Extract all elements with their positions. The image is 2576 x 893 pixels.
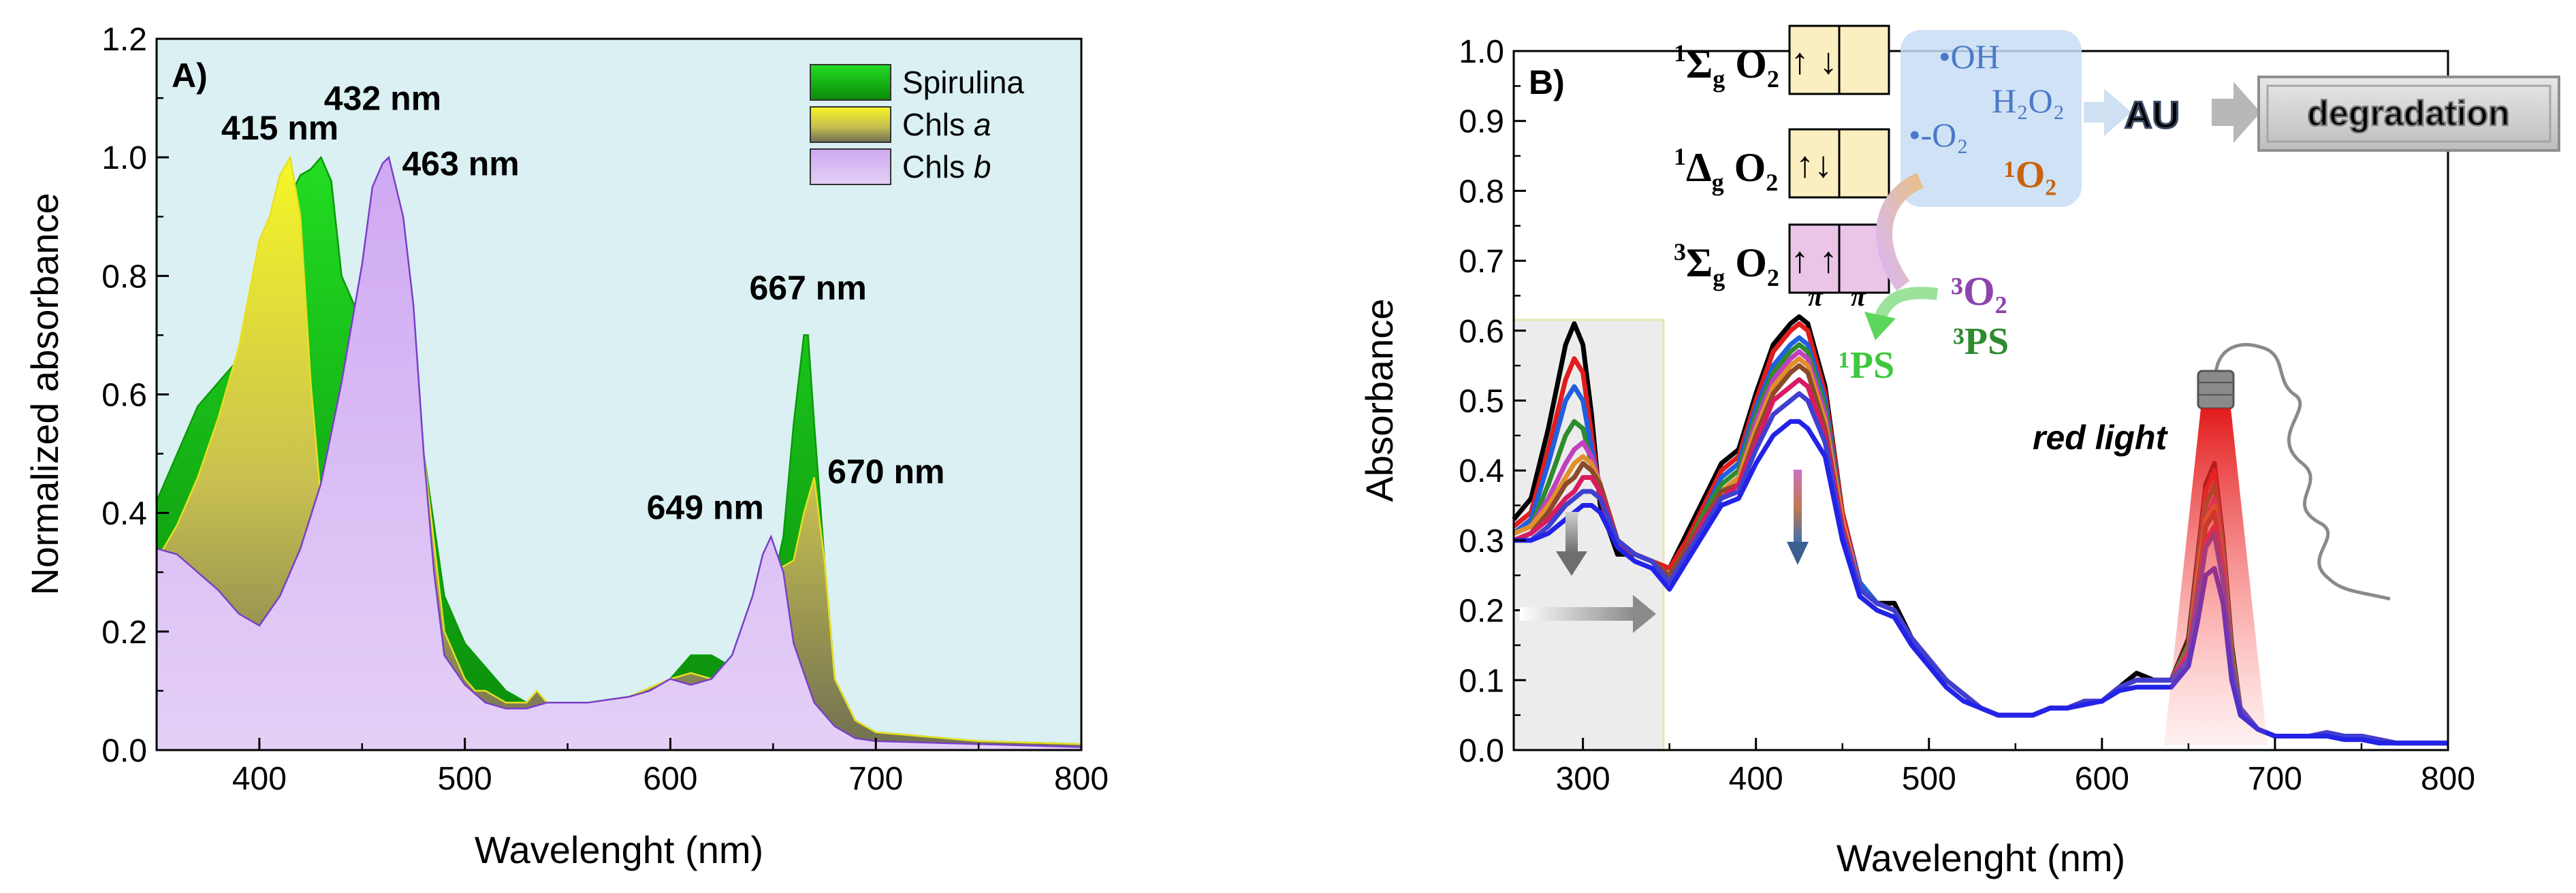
spectrum-line [1514, 419, 2448, 746]
lamp-cable [2214, 342, 2391, 601]
legend-label: Chls a [902, 107, 991, 142]
legend: Spirulina Chls a Chls b [810, 64, 1024, 185]
triplet-oxygen-label: ³O₂ [1951, 269, 2007, 314]
peak-label: 463 nm [402, 144, 519, 182]
y-tick-label: 0.3 [1459, 523, 1504, 559]
x-tick-label: 300 [1556, 761, 1610, 797]
y-tick-label: 0.4 [1459, 453, 1504, 489]
arrow-down-soret-shaft [1794, 470, 1802, 545]
y-tick-label: 0.8 [101, 259, 147, 295]
y-tick-label: 0.1 [1459, 663, 1504, 699]
area-series-group [155, 155, 1083, 751]
arrow-right-uv-head [1633, 595, 1656, 633]
ps-ground-label: ¹PS [1839, 344, 1894, 387]
y-tick-label: 0.2 [101, 615, 147, 651]
y-tick-label: 0.0 [101, 733, 147, 769]
legend-swatch [810, 106, 891, 143]
y-tick-label: 1.0 [101, 140, 147, 176]
arrow-to-au [2084, 88, 2131, 136]
orbital-label-2: π [1851, 281, 1866, 312]
peak-label: 432 nm [324, 80, 441, 118]
electron-spin-arrows: ↑ ↑ [1790, 240, 1837, 280]
legend-swatch [810, 148, 891, 185]
ros-superoxide: •-O₂ [1909, 116, 1969, 154]
red-light-lamp: red light [2033, 342, 2391, 745]
x-tick-label: 800 [1054, 761, 1109, 797]
peak-label: 670 nm [827, 453, 944, 491]
oxygen-state-label: 3Σg O2 [1674, 238, 1779, 291]
y-tick-label: 0.6 [101, 378, 147, 414]
ros-box [1901, 30, 2082, 207]
y-axis-ticks: 0.0 0.1 0.2 0.3 0.4 0.5 0.6 0.7 0.8 0.9 1.0 [1459, 34, 1526, 769]
y-tick-label: 1.0 [1459, 34, 1504, 70]
ros-peroxide: H₂O₂ [1992, 82, 2065, 120]
panel-label-a: A) [172, 56, 208, 95]
peak-label: 667 nm [749, 269, 866, 307]
line-series-group [1512, 314, 2448, 746]
y-tick-label: 0.7 [1459, 244, 1504, 280]
x-tick-label: 700 [2248, 761, 2302, 797]
x-axis-ticks: 300 400 500 600 700 800 [1556, 738, 2475, 797]
x-axis-title: Wavelenght (nm) [1836, 837, 2125, 879]
arrow-to-degradation [2212, 82, 2261, 143]
absorbance-decrease-arrows [1520, 470, 1809, 633]
arrow-down-soret-head [1787, 542, 1809, 565]
red-light-label: red light [2033, 419, 2169, 457]
lamp-body [2197, 370, 2235, 410]
y-axis-ticks: 0.0 0.2 0.4 0.6 0.8 1.0 1.2 [101, 22, 169, 769]
ros-singlet-oxygen: ¹O₂ [2004, 154, 2056, 196]
intersystem-curve [1873, 287, 1939, 323]
x-tick-label: 700 [848, 761, 903, 797]
peak-label: 649 nm [647, 488, 764, 526]
y-axis-title: Normalized absorbance [23, 193, 66, 595]
panel-b: 0.0 0.1 0.2 0.3 0.4 0.5 0.6 0.7 0.8 0.9 1.0 300 400… [1358, 25, 2560, 879]
x-axis-ticks: 400 500 600 700 800 [155, 738, 1109, 797]
arrow-right-uv-shaft [1520, 607, 1636, 621]
oxygen-states: 1Σg O2 ↑ ↓ 1Δg O2 ↑↓ 3Σg O2 ↑ ↑ [1674, 25, 1890, 294]
au-label: AU [2125, 93, 2180, 136]
arrow-down-uv-head [1556, 551, 1587, 576]
orbital-label-1: π [1808, 281, 1824, 312]
degradation-box [2257, 76, 2560, 152]
ps-triplet-label: ³PS [1953, 321, 2009, 363]
x-tick-label: 800 [2421, 761, 2475, 797]
oxygen-state-inset: 1Σg O2 ↑ ↓1Δg O2 ↑↓3Σg O2 ↑ ↑ π π •OH H₂O₂ … [1674, 25, 2560, 387]
y-tick-label: 0.9 [1459, 104, 1504, 140]
red-light-beam [2164, 408, 2268, 745]
y-tick-label: 0.4 [101, 496, 147, 532]
y-tick-label: 0.8 [1459, 174, 1504, 210]
y-axis-title: Absorbance [1358, 299, 1401, 502]
ros-hydroxyl: •OH [1939, 37, 2000, 76]
x-tick-label: 400 [1729, 761, 1783, 797]
y-tick-label: 1.2 [101, 22, 147, 58]
x-tick-label: 400 [232, 761, 287, 797]
x-axis-title: Wavelenght (nm) [475, 828, 763, 871]
degradation-inner-box [2266, 84, 2551, 143]
x-tick-label: 500 [438, 761, 492, 797]
y-tick-label: 0.2 [1459, 594, 1504, 630]
y-tick-label: 0.0 [1459, 733, 1504, 769]
electron-spin-arrows: ↑ ↓ [1790, 41, 1837, 82]
intersystem-arrow-head [1864, 312, 1896, 340]
peak-label: 415 nm [221, 109, 338, 147]
x-tick-label: 600 [2075, 761, 2129, 797]
legend-swatch [810, 64, 891, 101]
y-tick-label: 0.5 [1459, 384, 1504, 420]
degradation-label: degradation [2307, 94, 2510, 133]
x-tick-label: 600 [643, 761, 697, 797]
area-chls-b [155, 155, 1083, 751]
x-tick-label: 500 [1902, 761, 1956, 797]
oxygen-state-label: 1Δg O2 [1674, 143, 1778, 196]
energy-transfer-curve [1876, 172, 1924, 291]
y-tick-label: 0.6 [1459, 314, 1504, 350]
legend-label: Spirulina [902, 65, 1024, 100]
arrow-down-uv-shaft [1565, 512, 1578, 553]
panel-label-b: B) [1529, 63, 1565, 101]
legend-label: Chls b [902, 149, 991, 184]
oxygen-state-label: 1Σg O2 [1674, 39, 1779, 93]
panel-a: 0.0 0.2 0.4 0.6 0.8 1.0 1.2 400 500 600 700 800 A)… [23, 22, 1109, 871]
electron-spin-arrows: ↑↓ [1796, 144, 1832, 185]
